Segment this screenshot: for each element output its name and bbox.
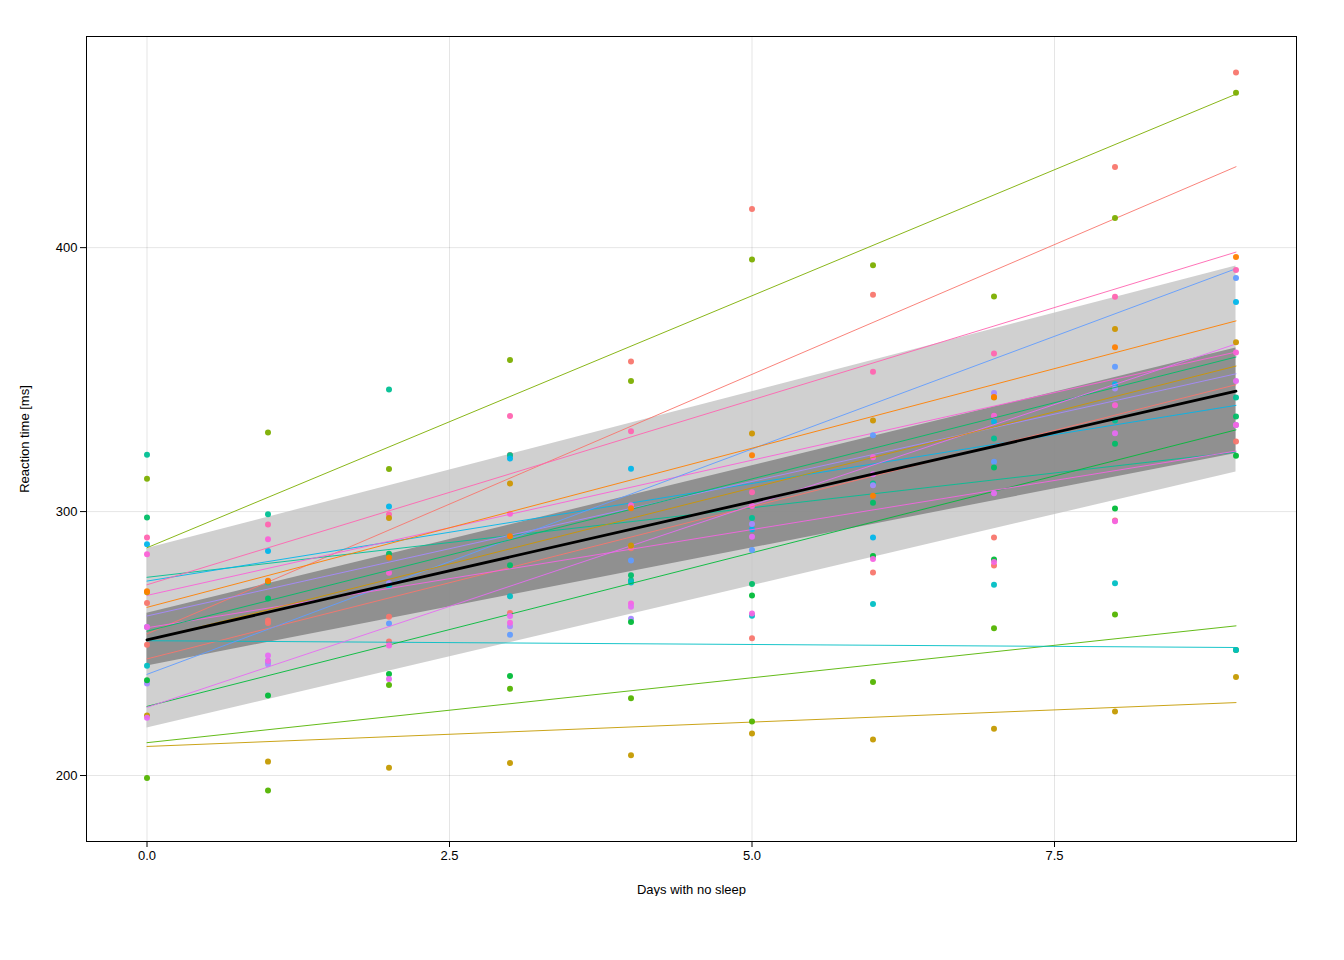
svg-text:7.5: 7.5: [1045, 848, 1063, 863]
svg-text:200: 200: [56, 768, 78, 783]
svg-text:0.0: 0.0: [138, 848, 156, 863]
svg-text:300: 300: [56, 504, 78, 519]
svg-text:2.5: 2.5: [440, 848, 458, 863]
svg-text:Days with no sleep: Days with no sleep: [637, 882, 746, 897]
svg-text:5.0: 5.0: [743, 848, 761, 863]
svg-text:400: 400: [56, 240, 78, 255]
svg-text:Reaction time [ms]: Reaction time [ms]: [17, 385, 32, 493]
